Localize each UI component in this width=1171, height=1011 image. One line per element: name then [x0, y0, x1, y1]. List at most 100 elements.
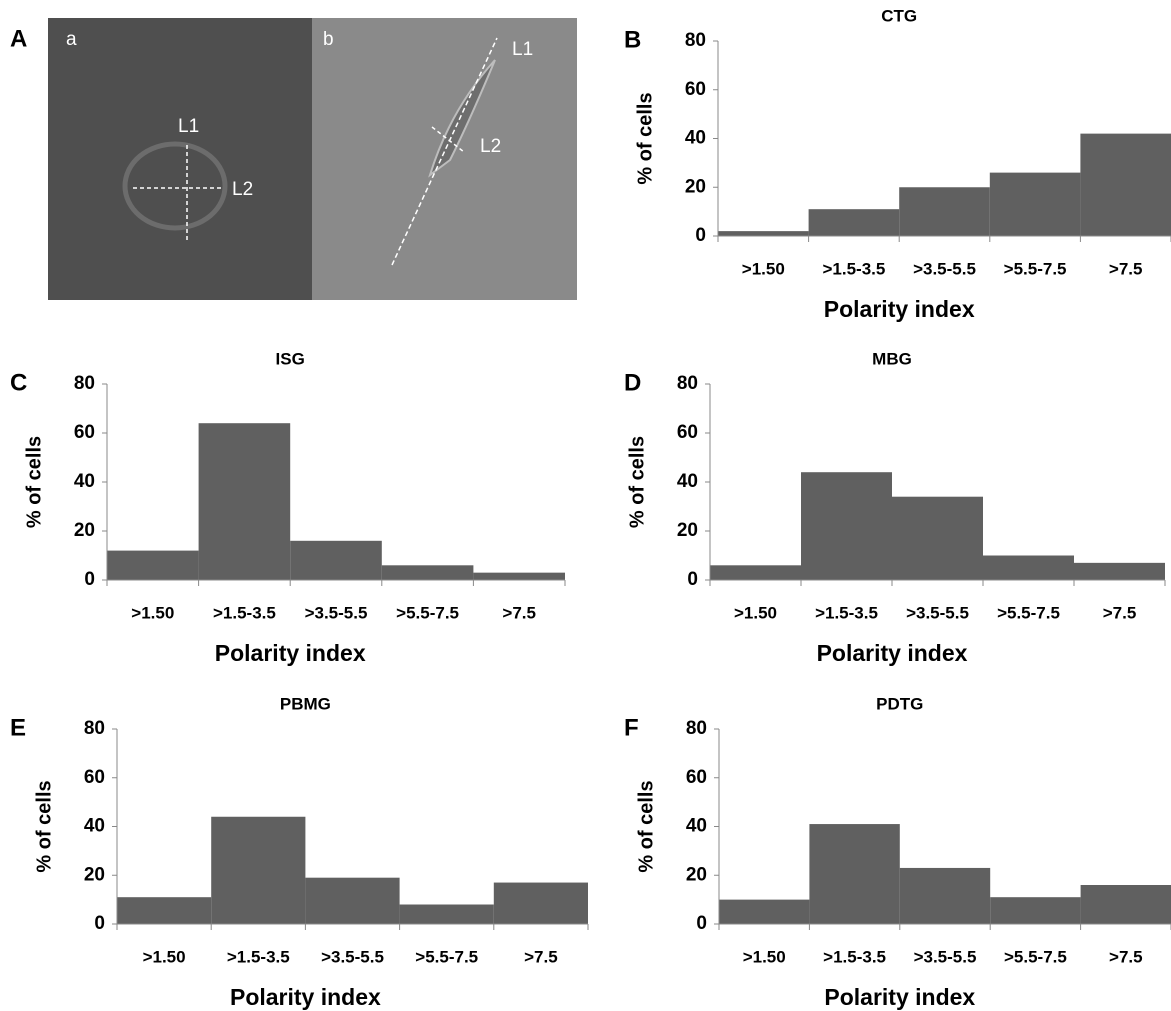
- micrograph-b: b L1 L2: [312, 18, 577, 300]
- bar: [1074, 562, 1165, 580]
- y-axis-label: % of cells: [33, 780, 55, 872]
- x-tick-label: >3.5-5.5: [906, 603, 969, 622]
- x-tick-label: >1.5-3.5: [227, 947, 290, 966]
- y-tick-label: 60: [74, 422, 95, 443]
- y-tick-label: 20: [84, 864, 105, 885]
- bar: [1080, 133, 1171, 236]
- y-axis-label: % of cells: [635, 780, 657, 872]
- y-tick-label: 60: [677, 422, 698, 443]
- x-axis-label: Polarity index: [824, 984, 975, 1010]
- panel-label: A: [10, 25, 27, 52]
- x-tick-label: >5.5-7.5: [1004, 259, 1067, 278]
- x-axis-label: Polarity index: [215, 640, 366, 666]
- x-tick-label: >7.5: [502, 603, 536, 622]
- bar: [801, 472, 892, 580]
- chart-title: CTG: [881, 6, 917, 25]
- bar: [710, 565, 801, 580]
- y-tick-label: 60: [685, 79, 706, 100]
- y-tick-label: 40: [84, 816, 105, 837]
- panel-label: E: [10, 714, 26, 741]
- y-tick-label: 60: [84, 767, 105, 788]
- bar: [989, 172, 1081, 236]
- line-label: L2: [232, 179, 253, 200]
- image-label: b: [323, 29, 334, 50]
- y-tick-label: 80: [677, 373, 698, 394]
- bar: [983, 555, 1074, 580]
- y-tick-label: 0: [696, 913, 707, 934]
- x-tick-label: >5.5-7.5: [396, 603, 459, 622]
- bar: [899, 867, 991, 924]
- bar: [381, 565, 474, 580]
- bar: [718, 231, 809, 236]
- x-tick-label: >1.5-3.5: [822, 259, 885, 278]
- x-tick-label: >1.50: [143, 947, 186, 966]
- image-label: a: [66, 29, 77, 50]
- y-tick-label: 20: [685, 176, 706, 197]
- line-label: L1: [178, 116, 199, 137]
- x-tick-label: >5.5-7.5: [1004, 947, 1067, 966]
- bar: [473, 572, 565, 580]
- y-tick-label: 80: [685, 30, 706, 51]
- bar: [719, 899, 810, 924]
- panel-label: D: [624, 369, 641, 396]
- y-tick-label: 0: [687, 569, 698, 590]
- bar: [290, 540, 382, 580]
- bar: [117, 897, 212, 924]
- y-tick-label: 40: [677, 471, 698, 492]
- x-tick-label: >5.5-7.5: [415, 947, 478, 966]
- x-tick-label: >1.5-3.5: [823, 947, 886, 966]
- bar: [399, 904, 494, 924]
- y-tick-label: 40: [74, 471, 95, 492]
- y-axis-label: % of cells: [634, 92, 656, 184]
- x-tick-label: >7.5: [1109, 947, 1143, 966]
- x-tick-label: >1.50: [734, 603, 777, 622]
- y-tick-label: 80: [84, 718, 105, 739]
- panel-label: F: [624, 714, 639, 741]
- x-tick-label: >7.5: [1109, 259, 1143, 278]
- line-label: L1: [512, 39, 533, 60]
- y-tick-label: 80: [74, 373, 95, 394]
- line-label: L2: [480, 136, 501, 157]
- y-tick-label: 60: [686, 767, 707, 788]
- chart-title: ISG: [276, 349, 305, 368]
- x-axis-label: Polarity index: [824, 296, 975, 322]
- bar: [809, 824, 900, 924]
- bar: [990, 897, 1081, 924]
- y-tick-label: 80: [686, 718, 707, 739]
- chart-title: MBG: [872, 349, 912, 368]
- micrograph-a: a L1 L2: [48, 18, 312, 300]
- x-axis-label: Polarity index: [817, 640, 968, 666]
- x-tick-label: >7.5: [1103, 603, 1137, 622]
- x-tick-label: >3.5-5.5: [305, 603, 368, 622]
- bar: [493, 882, 588, 924]
- x-tick-label: >1.5-3.5: [213, 603, 276, 622]
- x-tick-label: >7.5: [524, 947, 558, 966]
- y-axis-label: % of cells: [23, 436, 45, 528]
- x-tick-label: >3.5-5.5: [321, 947, 384, 966]
- bar: [808, 209, 900, 236]
- x-tick-label: >3.5-5.5: [914, 947, 977, 966]
- panel-label: B: [624, 26, 641, 53]
- x-tick-label: >1.50: [743, 947, 786, 966]
- y-tick-label: 0: [695, 225, 706, 246]
- y-tick-label: 40: [686, 816, 707, 837]
- y-tick-label: 0: [94, 913, 105, 934]
- bar: [892, 496, 983, 580]
- chart-title: PDTG: [876, 694, 923, 713]
- y-axis-label: % of cells: [626, 436, 648, 528]
- bar: [198, 423, 291, 580]
- y-tick-label: 0: [84, 569, 95, 590]
- bar: [305, 877, 400, 924]
- x-tick-label: >5.5-7.5: [997, 603, 1060, 622]
- x-tick-label: >1.50: [131, 603, 174, 622]
- y-tick-label: 20: [74, 520, 95, 541]
- chart-title: PBMG: [280, 694, 331, 713]
- panel-label: C: [10, 369, 27, 396]
- bar: [1080, 885, 1171, 924]
- bar: [899, 187, 990, 236]
- bar: [107, 550, 199, 580]
- x-tick-label: >1.50: [742, 259, 785, 278]
- y-tick-label: 20: [677, 520, 698, 541]
- y-tick-label: 40: [685, 128, 706, 149]
